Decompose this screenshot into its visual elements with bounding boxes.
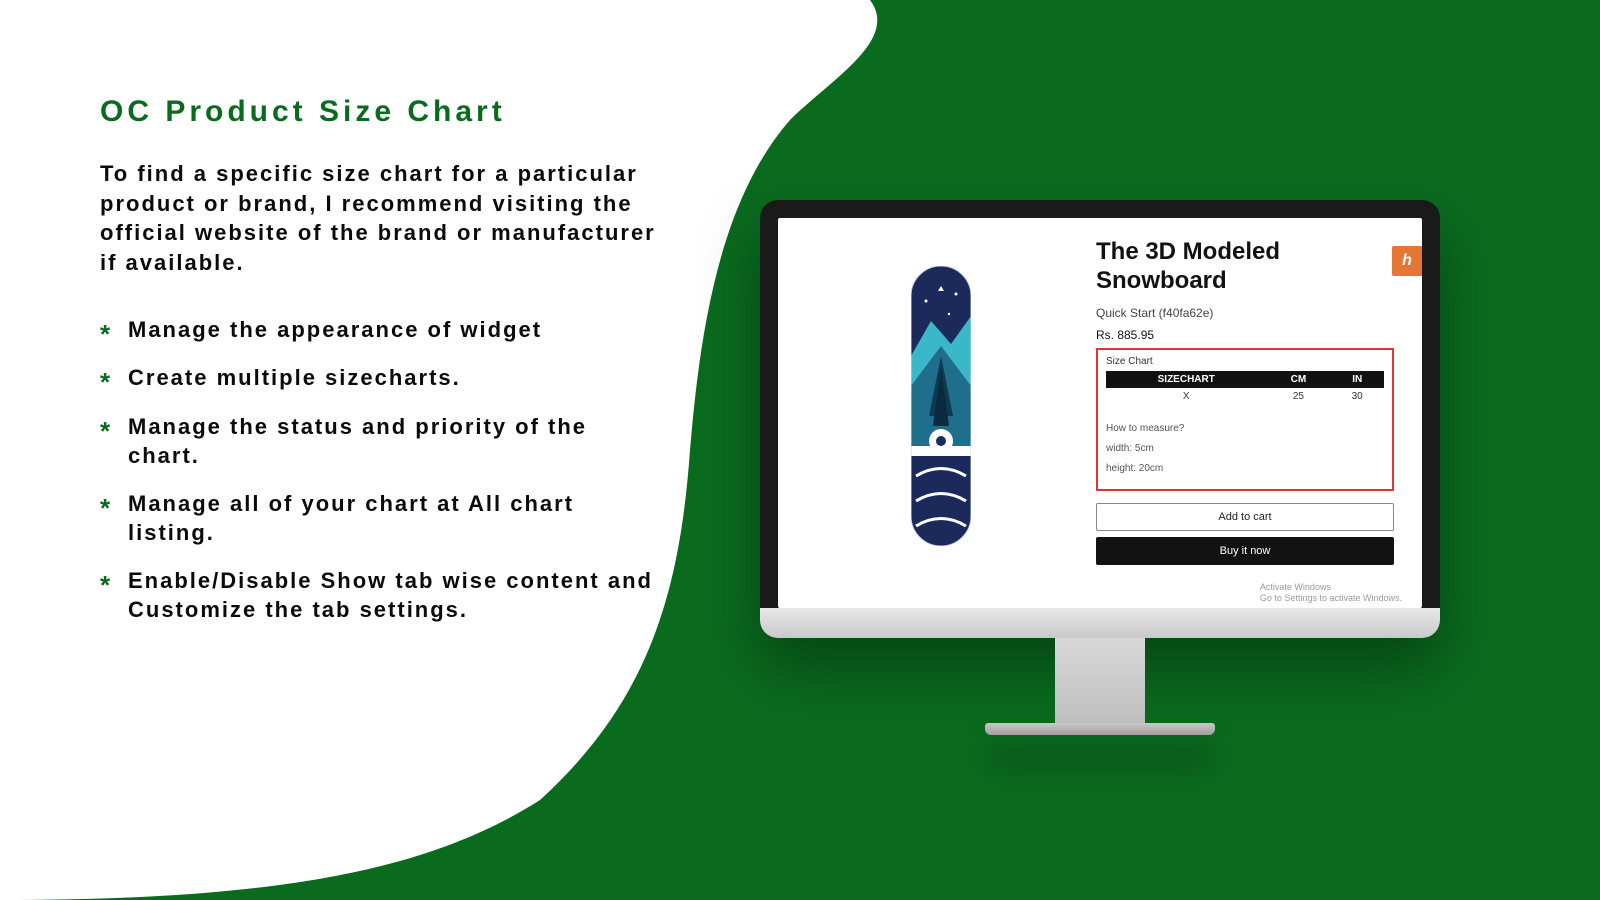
table-cell: 25 xyxy=(1266,388,1330,405)
monitor-mockup: h xyxy=(760,200,1440,735)
add-to-cart-label: Add to cart xyxy=(1218,511,1271,523)
size-chart-table: SIZECHART CM IN X 25 30 xyxy=(1106,371,1384,405)
monitor-chin xyxy=(760,608,1440,638)
feature-list: Manage the appearance of widget Create m… xyxy=(100,316,660,625)
buy-now-button[interactable]: Buy it now xyxy=(1096,537,1394,565)
product-price: Rs. 885.95 xyxy=(1096,328,1394,342)
measure-line: height: 20cm xyxy=(1106,459,1384,479)
product-image-column xyxy=(806,238,1076,608)
measure-info: How to measure? width: 5cm height: 20cm xyxy=(1106,419,1384,479)
measure-line: width: 5cm xyxy=(1106,439,1384,459)
table-header: CM xyxy=(1266,371,1330,388)
buy-now-label: Buy it now xyxy=(1220,545,1271,557)
feature-item: Create multiple sizecharts. xyxy=(100,364,660,393)
monitor-screen: h xyxy=(778,218,1422,608)
table-header: IN xyxy=(1330,371,1384,388)
page-title: OC Product Size Chart xyxy=(100,95,660,129)
table-row: X 25 30 xyxy=(1106,388,1384,405)
promo-badge[interactable]: h xyxy=(1392,246,1422,276)
promo-badge-label: h xyxy=(1402,252,1412,270)
table-header: SIZECHART xyxy=(1106,371,1266,388)
add-to-cart-button[interactable]: Add to cart xyxy=(1096,503,1394,531)
windows-watermark: Activate Windows Go to Settings to activ… xyxy=(1260,582,1402,604)
page-description: To find a specific size chart for a part… xyxy=(100,159,660,278)
feature-item: Manage all of your chart at All chart li… xyxy=(100,490,660,547)
size-chart-caption: Size Chart xyxy=(1106,356,1384,367)
product-title: The 3D Modeled Snowboard xyxy=(1096,238,1394,296)
measure-heading: How to measure? xyxy=(1106,419,1384,439)
left-content: OC Product Size Chart To find a specific… xyxy=(100,95,660,645)
feature-item: Manage the status and priority of the ch… xyxy=(100,413,660,470)
size-chart-widget: Size Chart SIZECHART CM IN xyxy=(1096,348,1394,491)
monitor-stand-base xyxy=(985,723,1215,735)
watermark-line: Go to Settings to activate Windows. xyxy=(1260,593,1402,604)
snowboard-icon xyxy=(911,266,971,546)
table-cell: X xyxy=(1106,388,1266,405)
watermark-line: Activate Windows xyxy=(1260,582,1402,593)
monitor-bezel: h xyxy=(760,200,1440,638)
product-details: The 3D Modeled Snowboard Quick Start (f4… xyxy=(1076,238,1394,608)
feature-item: Manage the appearance of widget xyxy=(100,316,660,345)
table-cell: 30 xyxy=(1330,388,1384,405)
product-subtitle: Quick Start (f40fa62e) xyxy=(1096,306,1394,320)
feature-item: Enable/Disable Show tab wise content and… xyxy=(100,567,660,624)
monitor-stand-neck xyxy=(1055,638,1145,723)
